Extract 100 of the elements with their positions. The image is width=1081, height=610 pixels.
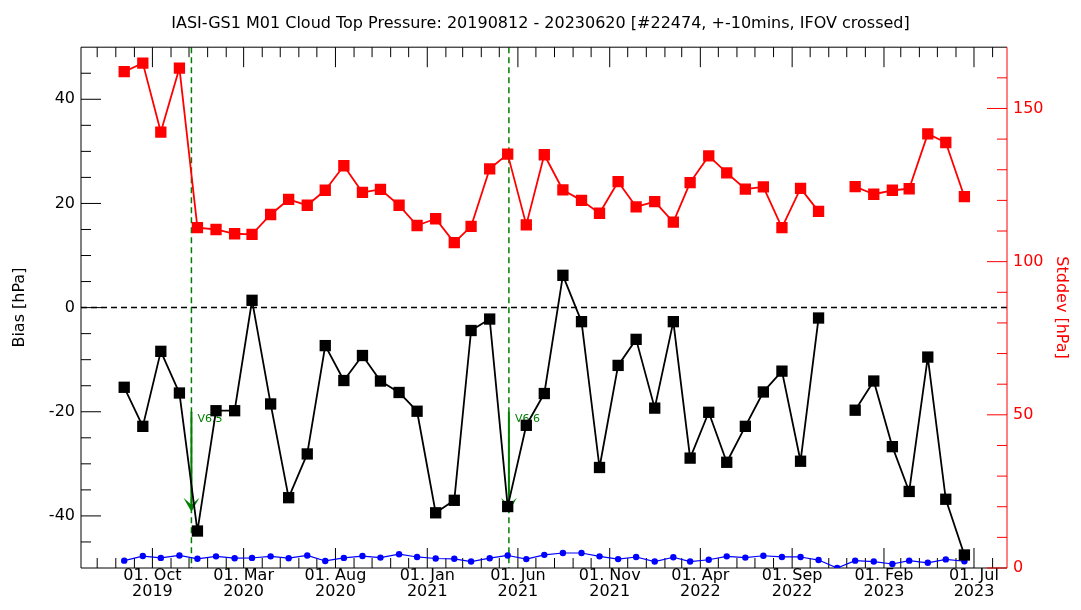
- point: [868, 188, 880, 200]
- point: [541, 551, 548, 559]
- y-tick-label: 0: [64, 296, 75, 316]
- point: [742, 554, 749, 561]
- point: [575, 194, 588, 207]
- point: [304, 552, 311, 559]
- point: [721, 456, 733, 468]
- x-tick-label: 01. Jan 2021: [399, 565, 455, 601]
- point: [212, 553, 220, 560]
- point: [649, 195, 661, 208]
- point: [264, 398, 277, 410]
- point: [504, 552, 511, 559]
- point: [248, 554, 256, 562]
- point: [356, 186, 369, 199]
- point: [612, 359, 624, 372]
- point: [118, 381, 130, 393]
- point: [670, 554, 677, 561]
- point: [593, 461, 606, 474]
- point: [502, 148, 514, 160]
- point: [465, 324, 477, 337]
- point: [578, 549, 585, 557]
- point: [812, 205, 825, 218]
- x-tick-label: 01. Jun 2021: [490, 565, 546, 601]
- point: [393, 386, 405, 399]
- point: [340, 554, 348, 562]
- point: [575, 316, 588, 328]
- point: [538, 387, 550, 400]
- point: [155, 126, 167, 138]
- point: [338, 374, 350, 387]
- point: [889, 560, 896, 568]
- point: [173, 62, 186, 74]
- point: [301, 199, 313, 211]
- point: [905, 557, 913, 564]
- point: [285, 555, 292, 562]
- x-tick-label: 01. Mar 2020: [213, 565, 275, 601]
- point: [282, 492, 295, 504]
- point: [870, 558, 877, 565]
- point: [849, 180, 861, 193]
- point: [612, 176, 624, 188]
- point: [739, 183, 751, 195]
- point: [703, 150, 715, 162]
- point: [903, 183, 915, 195]
- point: [395, 551, 403, 558]
- point: [886, 184, 899, 196]
- point: [940, 493, 952, 505]
- chart-title: IASI-GS1 M01 Cloud Top Pressure: 20190812 - 20230620 [#22474, +-10mins, IFOV crossed]: [171, 12, 910, 32]
- y2-tick-label: 150: [1013, 97, 1044, 117]
- point: [686, 558, 694, 565]
- x-tick-label: 01. Apr 2022: [671, 565, 730, 601]
- point: [282, 193, 295, 206]
- point: [886, 441, 899, 453]
- y-tick-label: -40: [48, 505, 75, 525]
- point: [815, 556, 822, 564]
- point: [757, 181, 769, 193]
- point: [667, 316, 679, 328]
- point: [520, 219, 532, 231]
- x-tick-label: 01. Aug 2020: [304, 565, 367, 601]
- point: [760, 552, 767, 559]
- point: [721, 167, 733, 179]
- point: [430, 507, 442, 519]
- y2-tick-label: 100: [1013, 250, 1044, 270]
- point: [338, 160, 350, 172]
- point: [377, 554, 384, 561]
- point: [228, 228, 241, 240]
- point: [794, 455, 807, 467]
- point: [374, 183, 387, 196]
- point: [684, 452, 696, 464]
- point: [723, 553, 730, 560]
- point: [922, 128, 934, 140]
- point: [194, 555, 201, 563]
- x-tick-label: 01. Feb 2023: [854, 565, 914, 601]
- point: [319, 184, 331, 196]
- point: [958, 549, 971, 561]
- point: [157, 554, 165, 562]
- point: [484, 313, 496, 325]
- x-tick-label: 01. Jul 2023: [949, 565, 999, 601]
- point: [523, 555, 530, 563]
- point: [448, 494, 460, 506]
- point: [812, 312, 825, 324]
- point: [922, 351, 934, 363]
- x-tick-label: 01. Nov 2021: [578, 565, 641, 601]
- point: [940, 136, 952, 149]
- point: [393, 199, 405, 211]
- point: [486, 555, 493, 562]
- point: [319, 339, 331, 352]
- y-tick-label: 20: [54, 192, 75, 212]
- point: [173, 387, 186, 399]
- point: [121, 557, 128, 564]
- point: [374, 375, 387, 387]
- point: [411, 405, 423, 417]
- point: [559, 549, 567, 557]
- point: [155, 345, 167, 357]
- point: [797, 553, 804, 561]
- point: [430, 213, 442, 225]
- point: [794, 182, 807, 195]
- y-tick-label: -20: [48, 400, 75, 420]
- point: [264, 208, 277, 221]
- point: [778, 553, 786, 561]
- point: [484, 163, 496, 175]
- point: [614, 555, 622, 563]
